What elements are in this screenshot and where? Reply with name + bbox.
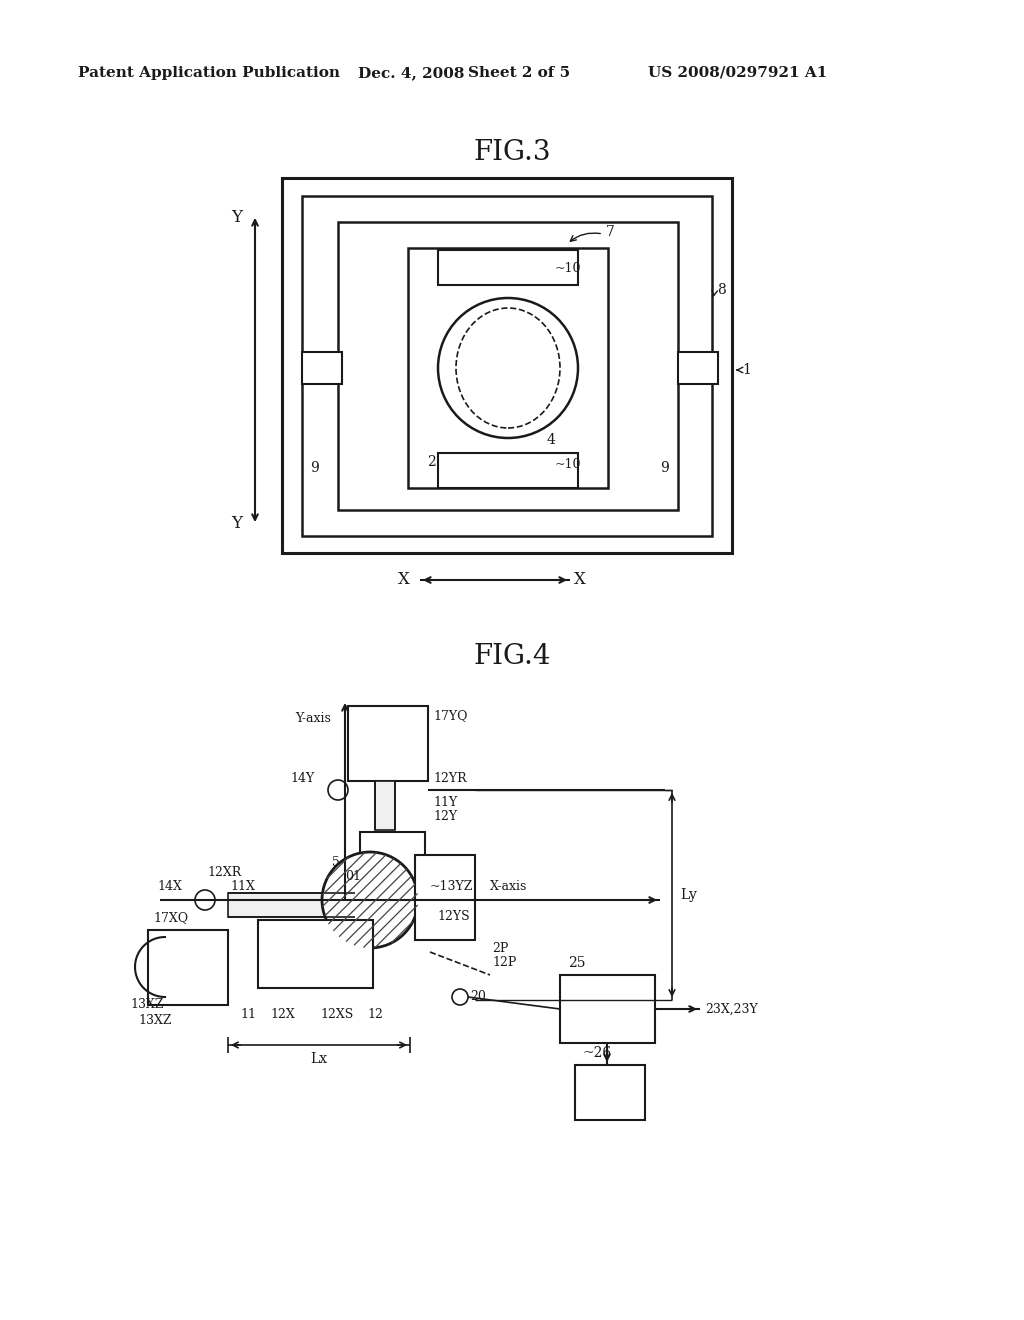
Bar: [375, 781, 395, 830]
Text: FIG.3: FIG.3: [473, 139, 551, 165]
Text: 12XR: 12XR: [207, 866, 242, 879]
Bar: [338, 222, 678, 510]
Text: 12: 12: [367, 1008, 383, 1022]
Bar: [228, 894, 355, 917]
Text: Ly: Ly: [680, 888, 697, 902]
Text: 13XZ: 13XZ: [130, 998, 164, 1011]
Text: X-axis: X-axis: [490, 879, 527, 892]
Circle shape: [452, 989, 468, 1005]
Circle shape: [322, 851, 418, 948]
Text: 9: 9: [660, 461, 669, 475]
Text: 12X: 12X: [270, 1008, 295, 1022]
Bar: [438, 453, 578, 488]
Text: 12YR: 12YR: [433, 771, 467, 784]
Text: 13XZ: 13XZ: [138, 1014, 171, 1027]
Text: 2P: 2P: [492, 941, 508, 954]
Text: 20: 20: [470, 990, 485, 1003]
Text: Y: Y: [231, 209, 243, 226]
Circle shape: [195, 890, 215, 909]
Text: 12P: 12P: [492, 957, 516, 969]
Text: Sheet 2 of 5: Sheet 2 of 5: [468, 66, 570, 81]
Text: 9: 9: [310, 461, 318, 475]
Text: 01: 01: [345, 870, 361, 883]
Text: 14X: 14X: [157, 879, 182, 892]
Circle shape: [328, 780, 348, 800]
Text: 8: 8: [717, 282, 726, 297]
Bar: [408, 248, 608, 488]
Bar: [575, 1065, 645, 1119]
Text: 11: 11: [240, 1008, 256, 1022]
Text: ~10: ~10: [555, 261, 582, 275]
Bar: [415, 855, 475, 940]
Circle shape: [438, 298, 578, 438]
Text: ~13YZ: ~13YZ: [430, 880, 473, 894]
Bar: [258, 920, 373, 987]
Text: Patent Application Publication: Patent Application Publication: [78, 66, 340, 81]
Text: 12XS: 12XS: [319, 1008, 353, 1022]
Text: 25: 25: [568, 956, 586, 970]
Text: 17YQ: 17YQ: [433, 710, 468, 722]
Text: 12Y: 12Y: [433, 809, 457, 822]
Text: Y-axis: Y-axis: [295, 711, 331, 725]
Text: FIG.4: FIG.4: [473, 643, 551, 669]
Text: 12YS: 12YS: [437, 909, 470, 923]
Ellipse shape: [456, 308, 560, 428]
Text: 1: 1: [742, 363, 751, 378]
Text: Dec. 4, 2008: Dec. 4, 2008: [358, 66, 465, 81]
Bar: [560, 975, 655, 1043]
Text: 11X: 11X: [230, 879, 255, 892]
Text: ~10: ~10: [555, 458, 582, 471]
Text: X: X: [398, 572, 410, 589]
Text: 7: 7: [606, 224, 614, 239]
Bar: [302, 195, 712, 536]
Bar: [302, 352, 342, 384]
Text: 14Y: 14Y: [290, 771, 314, 784]
Text: X: X: [574, 572, 586, 589]
Bar: [148, 931, 228, 1005]
Text: Lx: Lx: [310, 1052, 328, 1067]
Text: Y: Y: [231, 515, 243, 532]
Text: ~26: ~26: [583, 1045, 612, 1060]
Bar: [360, 832, 425, 898]
Text: 5: 5: [332, 855, 340, 869]
Bar: [282, 178, 732, 553]
Bar: [678, 352, 718, 384]
Text: 4: 4: [547, 433, 556, 447]
Text: 11Y: 11Y: [433, 796, 458, 808]
Text: 17XQ: 17XQ: [153, 912, 188, 924]
Bar: [348, 706, 428, 781]
Text: US 2008/0297921 A1: US 2008/0297921 A1: [648, 66, 827, 81]
Text: 23X,23Y: 23X,23Y: [705, 1002, 758, 1015]
Text: 2: 2: [427, 455, 436, 469]
Bar: [438, 249, 578, 285]
